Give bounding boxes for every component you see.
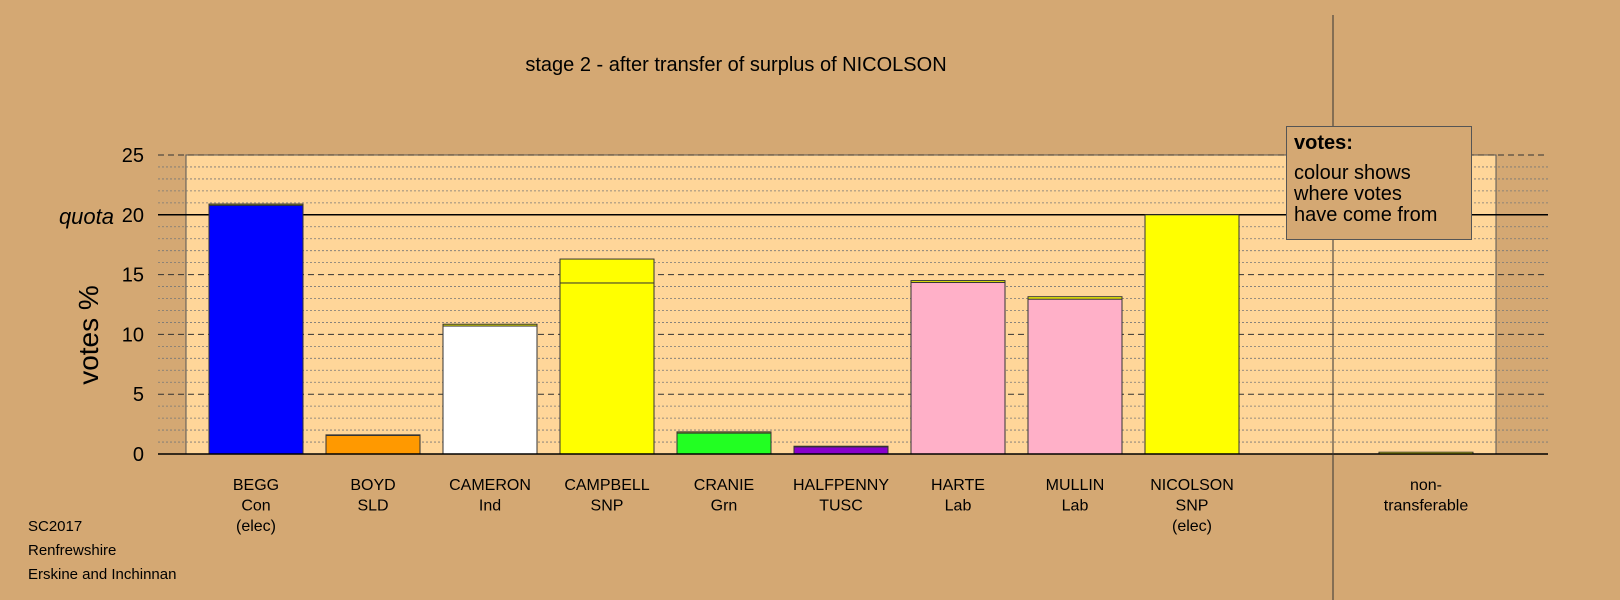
bar-segment bbox=[910, 280, 1006, 283]
y-tick-label: 15 bbox=[122, 265, 144, 287]
plot-area: 0 5 10 15 20 25 BEGG Con (elec) BOYD SLD CAMERON Ind… bbox=[122, 15, 1548, 600]
bar-segment bbox=[676, 431, 772, 434]
x-tick-label: Con bbox=[241, 498, 270, 515]
y-tick-label: 0 bbox=[133, 444, 144, 466]
bar-segment bbox=[208, 204, 304, 455]
bar-segment bbox=[910, 281, 1006, 455]
bar-segment bbox=[1027, 298, 1123, 455]
x-tick-label: Ind bbox=[479, 498, 501, 515]
footer-election: SC2017 bbox=[28, 518, 83, 535]
x-tick-label: BEGG bbox=[233, 477, 279, 494]
plot-background bbox=[185, 154, 1497, 455]
legend: votes: colour shows where votes have com… bbox=[1286, 126, 1472, 240]
x-tick-label: HARTE bbox=[931, 477, 985, 494]
y-tick-label: 20 bbox=[122, 205, 144, 227]
bar-segment bbox=[1144, 214, 1240, 455]
bar-segment bbox=[1027, 296, 1123, 300]
bar-segment bbox=[559, 258, 655, 284]
quota-label: quota bbox=[59, 204, 114, 229]
bar-segment bbox=[442, 325, 538, 455]
x-tick-label: SLD bbox=[357, 498, 388, 515]
legend-line: where votes bbox=[1294, 183, 1402, 205]
x-tick-label: MULLIN bbox=[1046, 477, 1105, 494]
bar-segment bbox=[208, 203, 304, 206]
legend-line: colour shows bbox=[1294, 162, 1411, 184]
x-tick-label: NICOLSON bbox=[1150, 477, 1234, 494]
bar-segment bbox=[559, 282, 655, 455]
x-tick-label: SNP bbox=[1176, 498, 1209, 515]
bar-segment bbox=[793, 445, 889, 448]
x-tick-label: TUSC bbox=[819, 498, 863, 515]
bar-segment bbox=[442, 323, 538, 327]
x-tick-label: non- bbox=[1410, 477, 1442, 494]
x-tick-label: transferable bbox=[1384, 498, 1469, 515]
bar-segment bbox=[676, 432, 772, 455]
y-tick-label: 5 bbox=[133, 384, 144, 406]
legend-title: votes: bbox=[1294, 132, 1353, 154]
x-tick-label: Lab bbox=[1062, 498, 1089, 515]
x-tick-label: SNP bbox=[591, 498, 624, 515]
legend-line: have come from bbox=[1294, 204, 1438, 226]
x-tick-label: (elec) bbox=[1172, 518, 1212, 535]
chart-title: stage 2 - after transfer of surplus of N… bbox=[525, 54, 946, 76]
x-tick-label: CAMPBELL bbox=[564, 477, 649, 494]
x-tick-label: CAMERON bbox=[449, 477, 531, 494]
bar-segment bbox=[325, 434, 421, 455]
x-tick-label: CRANIE bbox=[694, 477, 754, 494]
x-tick-label: HALFPENNY bbox=[793, 477, 889, 494]
footer-council: Renfrewshire bbox=[28, 542, 117, 559]
x-tick-label: (elec) bbox=[236, 518, 276, 535]
bar-segment bbox=[793, 446, 889, 455]
x-tick-label: Grn bbox=[711, 498, 738, 515]
y-tick-label: 10 bbox=[122, 324, 144, 346]
x-tick-label: Lab bbox=[945, 498, 972, 515]
x-tick-label: BOYD bbox=[350, 477, 395, 494]
footer-ward: Erskine and Inchinnan bbox=[28, 566, 177, 583]
y-axis-label: votes % bbox=[73, 285, 104, 385]
bar-segment bbox=[325, 434, 421, 436]
y-tick-label: 25 bbox=[122, 145, 144, 167]
